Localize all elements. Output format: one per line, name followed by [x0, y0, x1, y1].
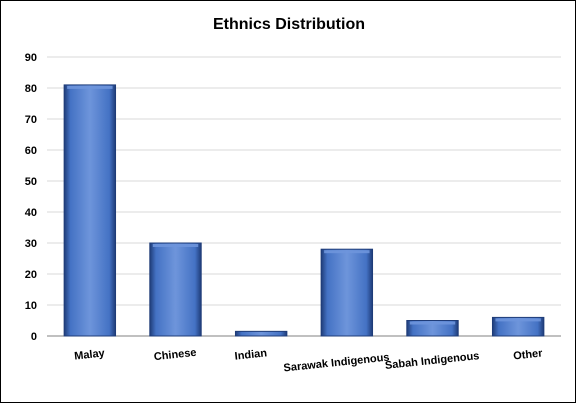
bar-body	[320, 248, 374, 337]
bar-body	[63, 84, 117, 337]
y-tick-label: 10	[25, 300, 37, 312]
x-axis-ticks: Malay Chinese Indian Sarawak IndigenousSaba…	[74, 347, 544, 375]
bar-bevel	[324, 250, 370, 254]
bar-bevel	[495, 318, 541, 322]
y-axis-ticks: 0 10 20 30 40 50 60 70 80 90	[25, 52, 37, 343]
bar-body	[234, 330, 288, 337]
y-tick-label: 50	[25, 176, 37, 188]
bar-body	[491, 316, 545, 337]
x-tick-label: Malay	[74, 347, 107, 362]
chart-title: Ethnics Distribution	[213, 16, 365, 33]
bars	[63, 84, 545, 337]
bar-bevel	[152, 244, 199, 247]
bar	[234, 330, 288, 337]
bar-bevel	[67, 85, 113, 89]
x-tick-label: Other	[513, 347, 544, 362]
y-tick-label: 0	[31, 331, 37, 343]
y-tick-label: 40	[25, 207, 37, 219]
y-tick-label: 80	[25, 83, 37, 95]
x-tick-label: Sarawak Indigenous	[283, 351, 390, 374]
y-tick-label: 20	[25, 269, 37, 281]
y-tick-label: 90	[25, 52, 37, 64]
bar-bevel	[409, 321, 456, 325]
x-tick-label: Sabah Indigenous	[384, 350, 479, 372]
bar	[63, 84, 117, 337]
bar	[406, 320, 459, 337]
x-tick-label: Indian	[234, 347, 268, 362]
bar-body	[149, 242, 202, 337]
y-tick-label: 30	[25, 238, 37, 250]
bar	[491, 316, 545, 337]
y-tick-label: 70	[25, 114, 37, 126]
grid-lines	[47, 56, 561, 337]
x-tick-label: Chinese	[153, 347, 197, 363]
bar	[320, 248, 374, 337]
bar	[149, 242, 202, 337]
y-tick-label: 60	[25, 145, 37, 157]
